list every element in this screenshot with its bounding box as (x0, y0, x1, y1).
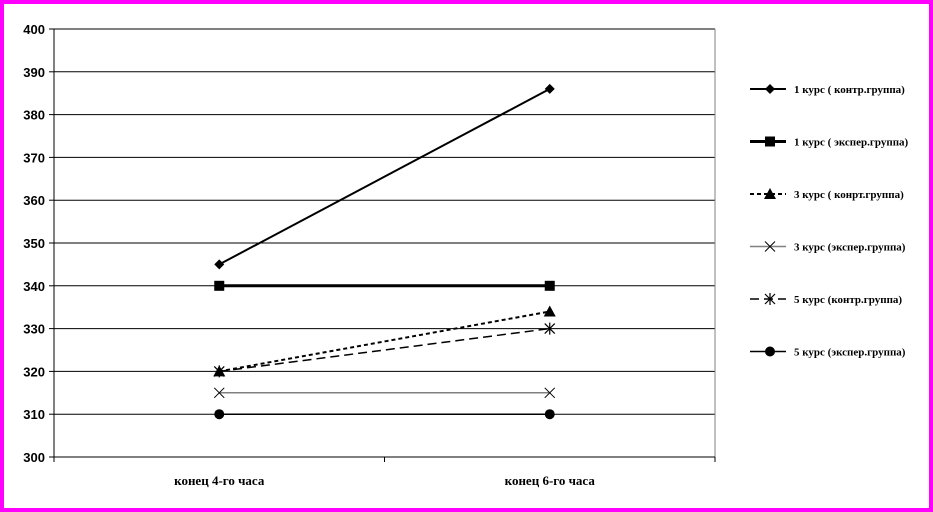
series-line-3 (219, 310, 550, 373)
legend-label-5: 5 курс (контр.группа) (794, 294, 902, 306)
y-tick-label: 390 (23, 65, 45, 80)
legend-label-1: 1 курс ( контр.группа) (794, 84, 905, 96)
series-4-point (213, 387, 225, 399)
series-5-point (213, 365, 225, 378)
legend-label-2: 1 курс ( экспер.группа) (794, 137, 909, 149)
y-tick-label: 340 (23, 279, 45, 294)
legend-label-4: 3 курс (экспер.группа) (794, 242, 906, 254)
legend-marker-2 (765, 136, 775, 147)
series-3-point (543, 305, 556, 317)
series-1-point (214, 259, 225, 270)
legend-label-3: 3 курс ( конрт.группа) (794, 189, 904, 201)
series-line-1 (218, 88, 551, 266)
legend-label-6: 5 курс (экспер.группа) (794, 347, 906, 359)
series-2-point (544, 280, 555, 291)
legend-marker-5 (764, 293, 776, 305)
y-tick-label: 330 (23, 322, 45, 337)
x-tick-label: конец 6-го часа (505, 473, 596, 488)
legend-marker-1 (765, 84, 775, 94)
legend-marker-6 (765, 346, 775, 357)
series-5-point (544, 322, 556, 335)
y-tick-label: 350 (23, 236, 45, 251)
y-tick-label: 310 (23, 407, 45, 422)
y-tick-label: 360 (23, 193, 45, 208)
legend-marker-3 (764, 188, 776, 199)
legend-marker-4 (764, 241, 776, 252)
series-1-point (544, 83, 555, 94)
y-tick-label: 380 (23, 108, 45, 123)
series-6-point (214, 409, 225, 420)
y-tick-label: 300 (23, 450, 45, 465)
y-tick-label: 320 (23, 364, 45, 379)
series-4-point (544, 387, 556, 399)
series-6-point (544, 409, 555, 420)
y-tick-label: 370 (23, 150, 45, 165)
x-tick-label: конец 4-го часа (174, 473, 265, 488)
series-line-5 (219, 327, 550, 373)
series-2-point (214, 280, 225, 291)
y-tick-label: 400 (23, 22, 45, 37)
